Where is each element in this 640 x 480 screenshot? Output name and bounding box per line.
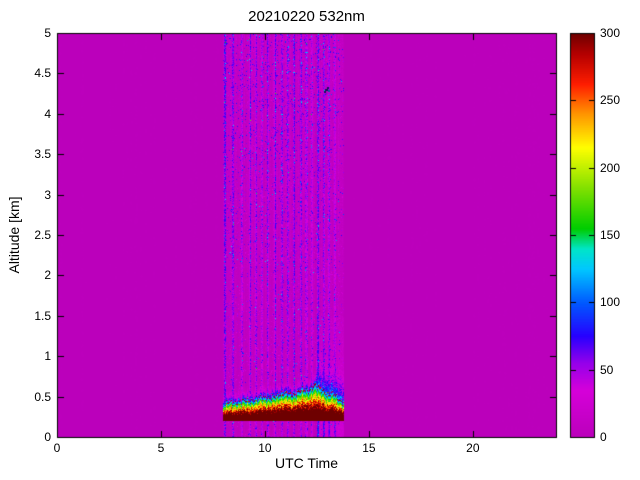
- x-axis-label: UTC Time: [275, 455, 338, 471]
- plot-title: 20210220 532nm: [248, 8, 365, 25]
- y-axis-label: Altitude [km]: [6, 196, 22, 274]
